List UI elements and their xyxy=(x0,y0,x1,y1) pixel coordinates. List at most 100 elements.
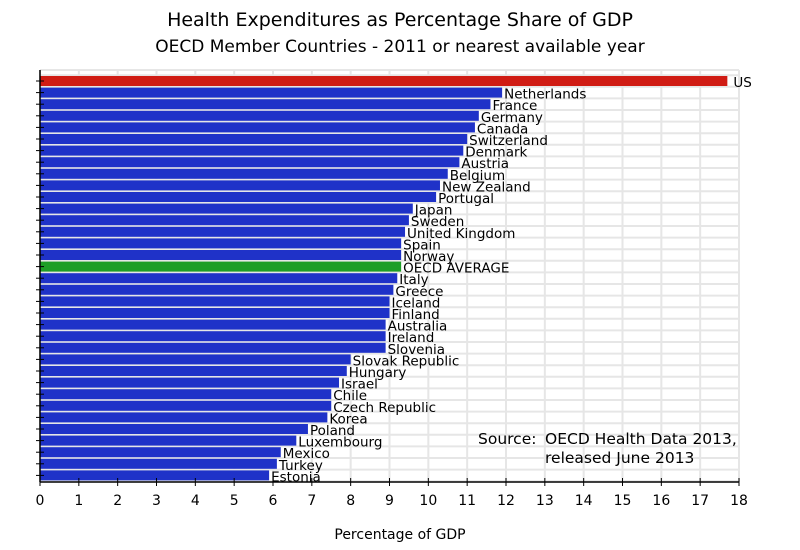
bar-sweden xyxy=(40,215,409,226)
source-line-1: OECD Health Data 2013, xyxy=(545,430,737,448)
bar-poland xyxy=(40,424,308,434)
bar-label: Netherlands xyxy=(504,87,586,103)
bar-label: Finland xyxy=(392,307,440,323)
bar-label: Norway xyxy=(403,249,454,265)
bar-label: Denmark xyxy=(465,145,527,161)
bar-australia xyxy=(40,319,386,330)
bar-label: Belgium xyxy=(450,168,505,184)
bar-slovenia xyxy=(40,342,386,353)
bar-label: Israel xyxy=(341,377,378,393)
bar-label: Ireland xyxy=(388,330,435,346)
bar-label: Slovak Republic xyxy=(353,353,460,369)
bar-labels: US NetherlandsFranceGermanyCanadaSwitzerl… xyxy=(271,75,752,485)
bar-label: Australia xyxy=(388,319,448,335)
x-tick-label: 11 xyxy=(458,493,476,509)
bar-ireland xyxy=(40,331,386,342)
bar-greece xyxy=(40,284,394,295)
chart-subtitle: OECD Member Countries - 2011 or nearest … xyxy=(155,37,645,57)
bar-iceland xyxy=(40,296,390,307)
bar-finland xyxy=(40,308,390,318)
bar-mexico xyxy=(40,447,281,458)
bar-label: OECD AVERAGE xyxy=(403,261,509,277)
bar-label: Germany xyxy=(481,110,543,126)
bar-switzerland xyxy=(40,134,468,144)
x-tick-label: 9 xyxy=(385,493,394,509)
bar-label: Spain xyxy=(403,237,441,253)
x-tick-label: 3 xyxy=(152,493,161,509)
x-tick-label: 7 xyxy=(307,493,316,509)
x-tick-label: 13 xyxy=(536,493,554,509)
x-tick-label: 17 xyxy=(691,493,709,509)
bar-israel xyxy=(40,377,340,388)
bar-label: Greece xyxy=(395,284,443,300)
bar-united-kingdom xyxy=(40,226,406,237)
x-tick-label: 6 xyxy=(269,493,278,509)
bar-belgium xyxy=(40,168,448,179)
bar-japan xyxy=(40,203,413,214)
bar-netherlands xyxy=(40,87,503,98)
bar-label: Hungary xyxy=(349,365,407,381)
bar-slovak-republic xyxy=(40,354,351,365)
bar-oecd-average xyxy=(40,261,402,272)
x-tick-label: 2 xyxy=(113,493,122,509)
bar-label: Mexico xyxy=(283,446,330,462)
x-tick-label: 14 xyxy=(575,493,593,509)
bar-label: Switzerland xyxy=(469,133,548,149)
bar-label: Korea xyxy=(329,411,367,427)
bar-france xyxy=(40,99,491,110)
bar-czech-republic xyxy=(40,400,332,411)
bar-label: Italy xyxy=(399,272,428,288)
bar-us xyxy=(40,76,728,86)
bar-italy xyxy=(40,273,398,284)
bar-denmark xyxy=(40,145,464,156)
x-tick-label: 5 xyxy=(230,493,239,509)
bar-label: Turkey xyxy=(278,458,323,474)
bar-label: Canada xyxy=(477,121,528,137)
bar-hungary xyxy=(40,366,347,376)
x-tick-label: 8 xyxy=(346,493,355,509)
bar-portugal xyxy=(40,192,437,202)
bar-label: Japan xyxy=(414,203,453,219)
chart-title: Health Expenditures as Percentage Share … xyxy=(167,9,633,31)
x-tick-label: 0 xyxy=(36,493,45,509)
bar-label: Austria xyxy=(461,156,509,172)
bar-canada xyxy=(40,122,475,133)
bar-austria xyxy=(40,157,460,168)
x-tick-label: 16 xyxy=(652,493,670,509)
bar-label: Slovenia xyxy=(388,342,445,358)
source-line-2: released June 2013 xyxy=(545,449,695,467)
bar-chile xyxy=(40,389,332,400)
bar-turkey xyxy=(40,458,277,469)
bar-label: France xyxy=(492,98,537,114)
x-tick-label: 1 xyxy=(74,493,83,509)
x-tick-label: 12 xyxy=(497,493,515,509)
bars xyxy=(40,76,728,481)
x-tick-label: 10 xyxy=(419,493,437,509)
bar-label: Estonia xyxy=(271,469,321,485)
x-tick-label: 15 xyxy=(614,493,632,509)
axes: 0 1 2 3 4 5 6 7 8 9 10 11 12 13 14 15 16 17 18 xyxy=(36,70,748,509)
bar-korea xyxy=(40,412,328,423)
bar-norway xyxy=(40,250,402,260)
bar-label: Luxembourg xyxy=(298,435,382,451)
bar-label: Chile xyxy=(333,388,367,404)
bar-label: Iceland xyxy=(392,295,441,311)
bar-label: Czech Republic xyxy=(333,400,436,416)
bar-label: Sweden xyxy=(411,214,464,230)
bar-label: United Kingdom xyxy=(407,226,515,242)
x-tick-label: 18 xyxy=(730,493,748,509)
bar-spain xyxy=(40,238,402,249)
bar-label: Poland xyxy=(310,423,355,439)
bar-new-zealand xyxy=(40,180,440,191)
x-axis-label: Percentage of GDP xyxy=(334,527,466,543)
bar-germany xyxy=(40,110,479,121)
source-label: Source: xyxy=(478,430,537,448)
x-tick-label: 4 xyxy=(191,493,200,509)
bar-label: Portugal xyxy=(438,191,494,207)
bar-label: New Zealand xyxy=(442,179,531,195)
bar-label: US xyxy=(733,75,751,91)
source-annotation: Source: OECD Health Data 2013, released J… xyxy=(478,430,737,468)
bar-luxembourg xyxy=(40,435,297,446)
bar-estonia xyxy=(40,470,270,481)
